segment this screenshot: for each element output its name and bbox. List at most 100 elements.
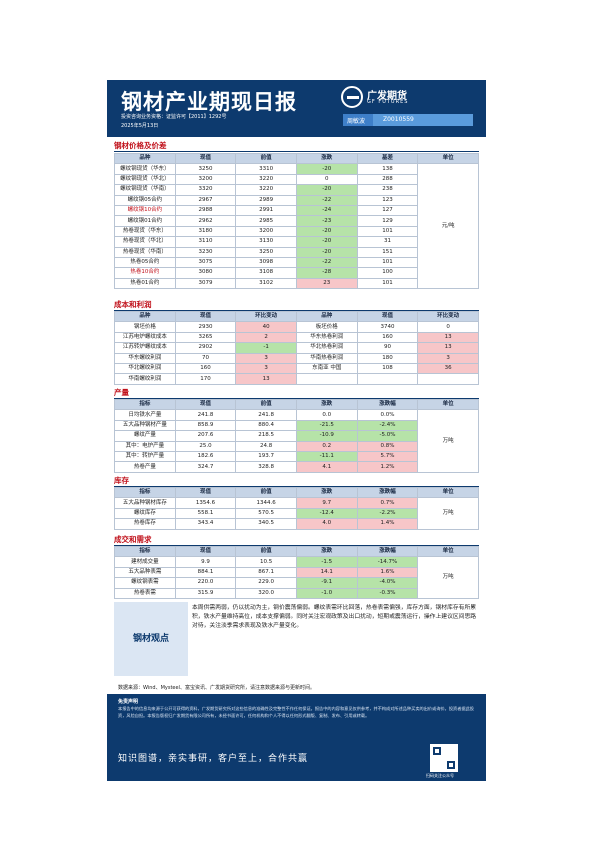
table-cell: 160 [356, 331, 419, 344]
table-cell: -1.0 [295, 587, 358, 599]
table-row: 螺纹钢表需 220.0 229.0 -9.1 -4.0% [114, 577, 479, 589]
table-cell: 193.7 [235, 450, 297, 463]
report-title: 钢材产业期现日报 [121, 90, 297, 114]
table-cell: 3250 [174, 163, 237, 175]
table-cell: -23 [295, 215, 358, 227]
table-cell: 江苏转炉螺纹成本 [114, 342, 176, 354]
table-cell: 热卷现货（华南） [114, 246, 176, 258]
column-header: 前值 [235, 486, 297, 499]
table-cell: 23 [295, 277, 358, 290]
section-output: 产量 [114, 387, 479, 399]
table-cell: 9.7 [295, 497, 358, 509]
table-cell: -24 [295, 204, 358, 217]
table-row: 热卷01合约 3079 3102 23 101 [114, 277, 479, 290]
table-cell: 324.7 [174, 461, 237, 473]
table-cell: 343.4 [174, 518, 237, 530]
table-cell: -0.3% [356, 587, 419, 599]
table-cell: 2988 [174, 204, 237, 217]
table-cell: 3 [417, 352, 479, 364]
gf-logo-icon [341, 86, 363, 108]
table-cell: 2902 [174, 342, 237, 354]
analyst-badge: 周敏波 Z0010559 [343, 114, 473, 126]
table-cell: 2989 [235, 194, 297, 206]
table-cell: 867.1 [235, 566, 297, 579]
table-cell: -14.7% [356, 556, 419, 568]
table-cell: 220.0 [174, 577, 237, 589]
table-cell: 101 [356, 225, 419, 238]
column-header: 现值 [174, 398, 237, 411]
table-cell: -20 [295, 163, 358, 175]
table-cell: 40 [235, 321, 297, 333]
table-cell: 五大品种表需 [114, 566, 176, 579]
table-row: 螺纹钢05合约 2967 2989 -22 123 [114, 194, 479, 206]
table-cell: -20 [295, 184, 358, 196]
table-cell: 华南热卷利润 [295, 352, 358, 364]
table-cell: 10.5 [235, 556, 297, 568]
table-row: 江苏转炉螺纹成本 2902 -1 华北热卷利润 90 13 [114, 342, 479, 354]
column-header: 涨跌 [295, 398, 358, 411]
table-cell: 160 [174, 362, 237, 375]
table-cell: 101 [356, 256, 419, 269]
slogan: 知识图谱，亲实事研，客户至上，合作共赢 [118, 754, 309, 764]
cost-table: 品种 现值 环比变动 品种 现值 环比变动 钢坯价格 2930 40 板坯价格 3740 0 江苏电炉螺… [114, 310, 479, 385]
table-cell: 2 [235, 331, 297, 344]
header-row: 指标 现值 前值 涨跌 涨跌幅 单位 [114, 398, 479, 411]
table-cell: 螺纹钢现货（华东） [114, 163, 176, 175]
table-cell: 13 [417, 331, 479, 344]
table-cell: -28 [295, 267, 358, 279]
header-row: 品种 现值 环比变动 品种 现值 环比变动 [114, 310, 479, 323]
report-page: 钢材产业期现日报 投资咨询业务资格：证监许可【2011】1292号 2025年5… [107, 80, 486, 781]
column-header: 环比变动 [235, 310, 297, 323]
table-cell: 螺纹钢01合约 [114, 215, 176, 227]
table-cell: 3079 [174, 277, 237, 290]
table-cell: 182.6 [174, 450, 237, 463]
column-header: 前值 [235, 545, 297, 558]
table-cell: 3320 [174, 184, 237, 196]
unit-cell: 万吨 [417, 497, 479, 530]
table-cell: 14.1 [295, 566, 358, 579]
table-cell: 25.0 [174, 440, 237, 452]
table-cell: -20 [295, 246, 358, 258]
table-row: 建材成交量 9.9 10.5 -1.5 -14.7% 万吨 [114, 556, 479, 599]
column-header: 单位 [417, 545, 479, 558]
column-header: 现值 [174, 152, 237, 165]
column-header: 现值 [174, 310, 237, 323]
table-cell: 热卷现货（华东） [114, 225, 176, 238]
column-header: 品种 [114, 152, 176, 165]
table-cell: 70 [174, 352, 237, 364]
table-cell: 3200 [174, 173, 237, 186]
column-header: 单位 [417, 152, 479, 165]
table-cell: 华东热卷利润 [295, 331, 358, 344]
table-cell: 螺纹钢表需 [114, 577, 176, 589]
table-row: 日均铁水产量 241.8 241.8 0.0 0.0% 万吨 [114, 409, 479, 473]
table-cell: 3180 [174, 225, 237, 238]
table-cell: 0.2 [295, 440, 358, 452]
table-cell: 1.6% [356, 566, 419, 579]
brand-name: 广发期货 [367, 91, 407, 102]
table-cell: 3200 [235, 225, 297, 238]
table-cell: 华北螺纹利润 [114, 362, 176, 375]
table-cell: 3265 [174, 331, 237, 344]
table-cell: 五大品种钢材库存 [114, 497, 176, 509]
table-cell: 3310 [235, 163, 297, 175]
table-cell: -10.9 [295, 430, 358, 442]
table-cell: -20 [295, 236, 358, 248]
qr-caption: 扫码关注公众号 [426, 773, 454, 778]
qr-code-icon[interactable] [430, 744, 458, 772]
table-cell: 螺纹钢现货（华南） [114, 184, 176, 196]
table-cell: 热卷表需 [114, 587, 176, 599]
table-cell: 3130 [235, 236, 297, 248]
section-demand: 成交和需求 [114, 534, 479, 546]
column-header: 品种 [295, 310, 358, 323]
table-cell: 2985 [235, 215, 297, 227]
header-row: 指标 现值 前值 涨跌 涨跌幅 单位 [114, 545, 479, 558]
table-cell: 东南亚 中国 [295, 362, 358, 375]
table-cell: 3102 [235, 277, 297, 290]
table-cell: 螺纹产量 [114, 430, 176, 442]
report-date: 2025年5月13日 [121, 123, 159, 129]
report-header: 钢材产业期现日报 投资咨询业务资格：证监许可【2011】1292号 2025年5… [107, 80, 486, 137]
view-text: 本周供需两弱，仍以扰动为主，钢价震荡偏弱。螺纹表需环比回落，热卷表需偏强，库存方… [192, 605, 477, 629]
table-cell: 36 [417, 362, 479, 375]
table-cell: 218.5 [235, 430, 297, 442]
table-cell: 151 [356, 246, 419, 258]
